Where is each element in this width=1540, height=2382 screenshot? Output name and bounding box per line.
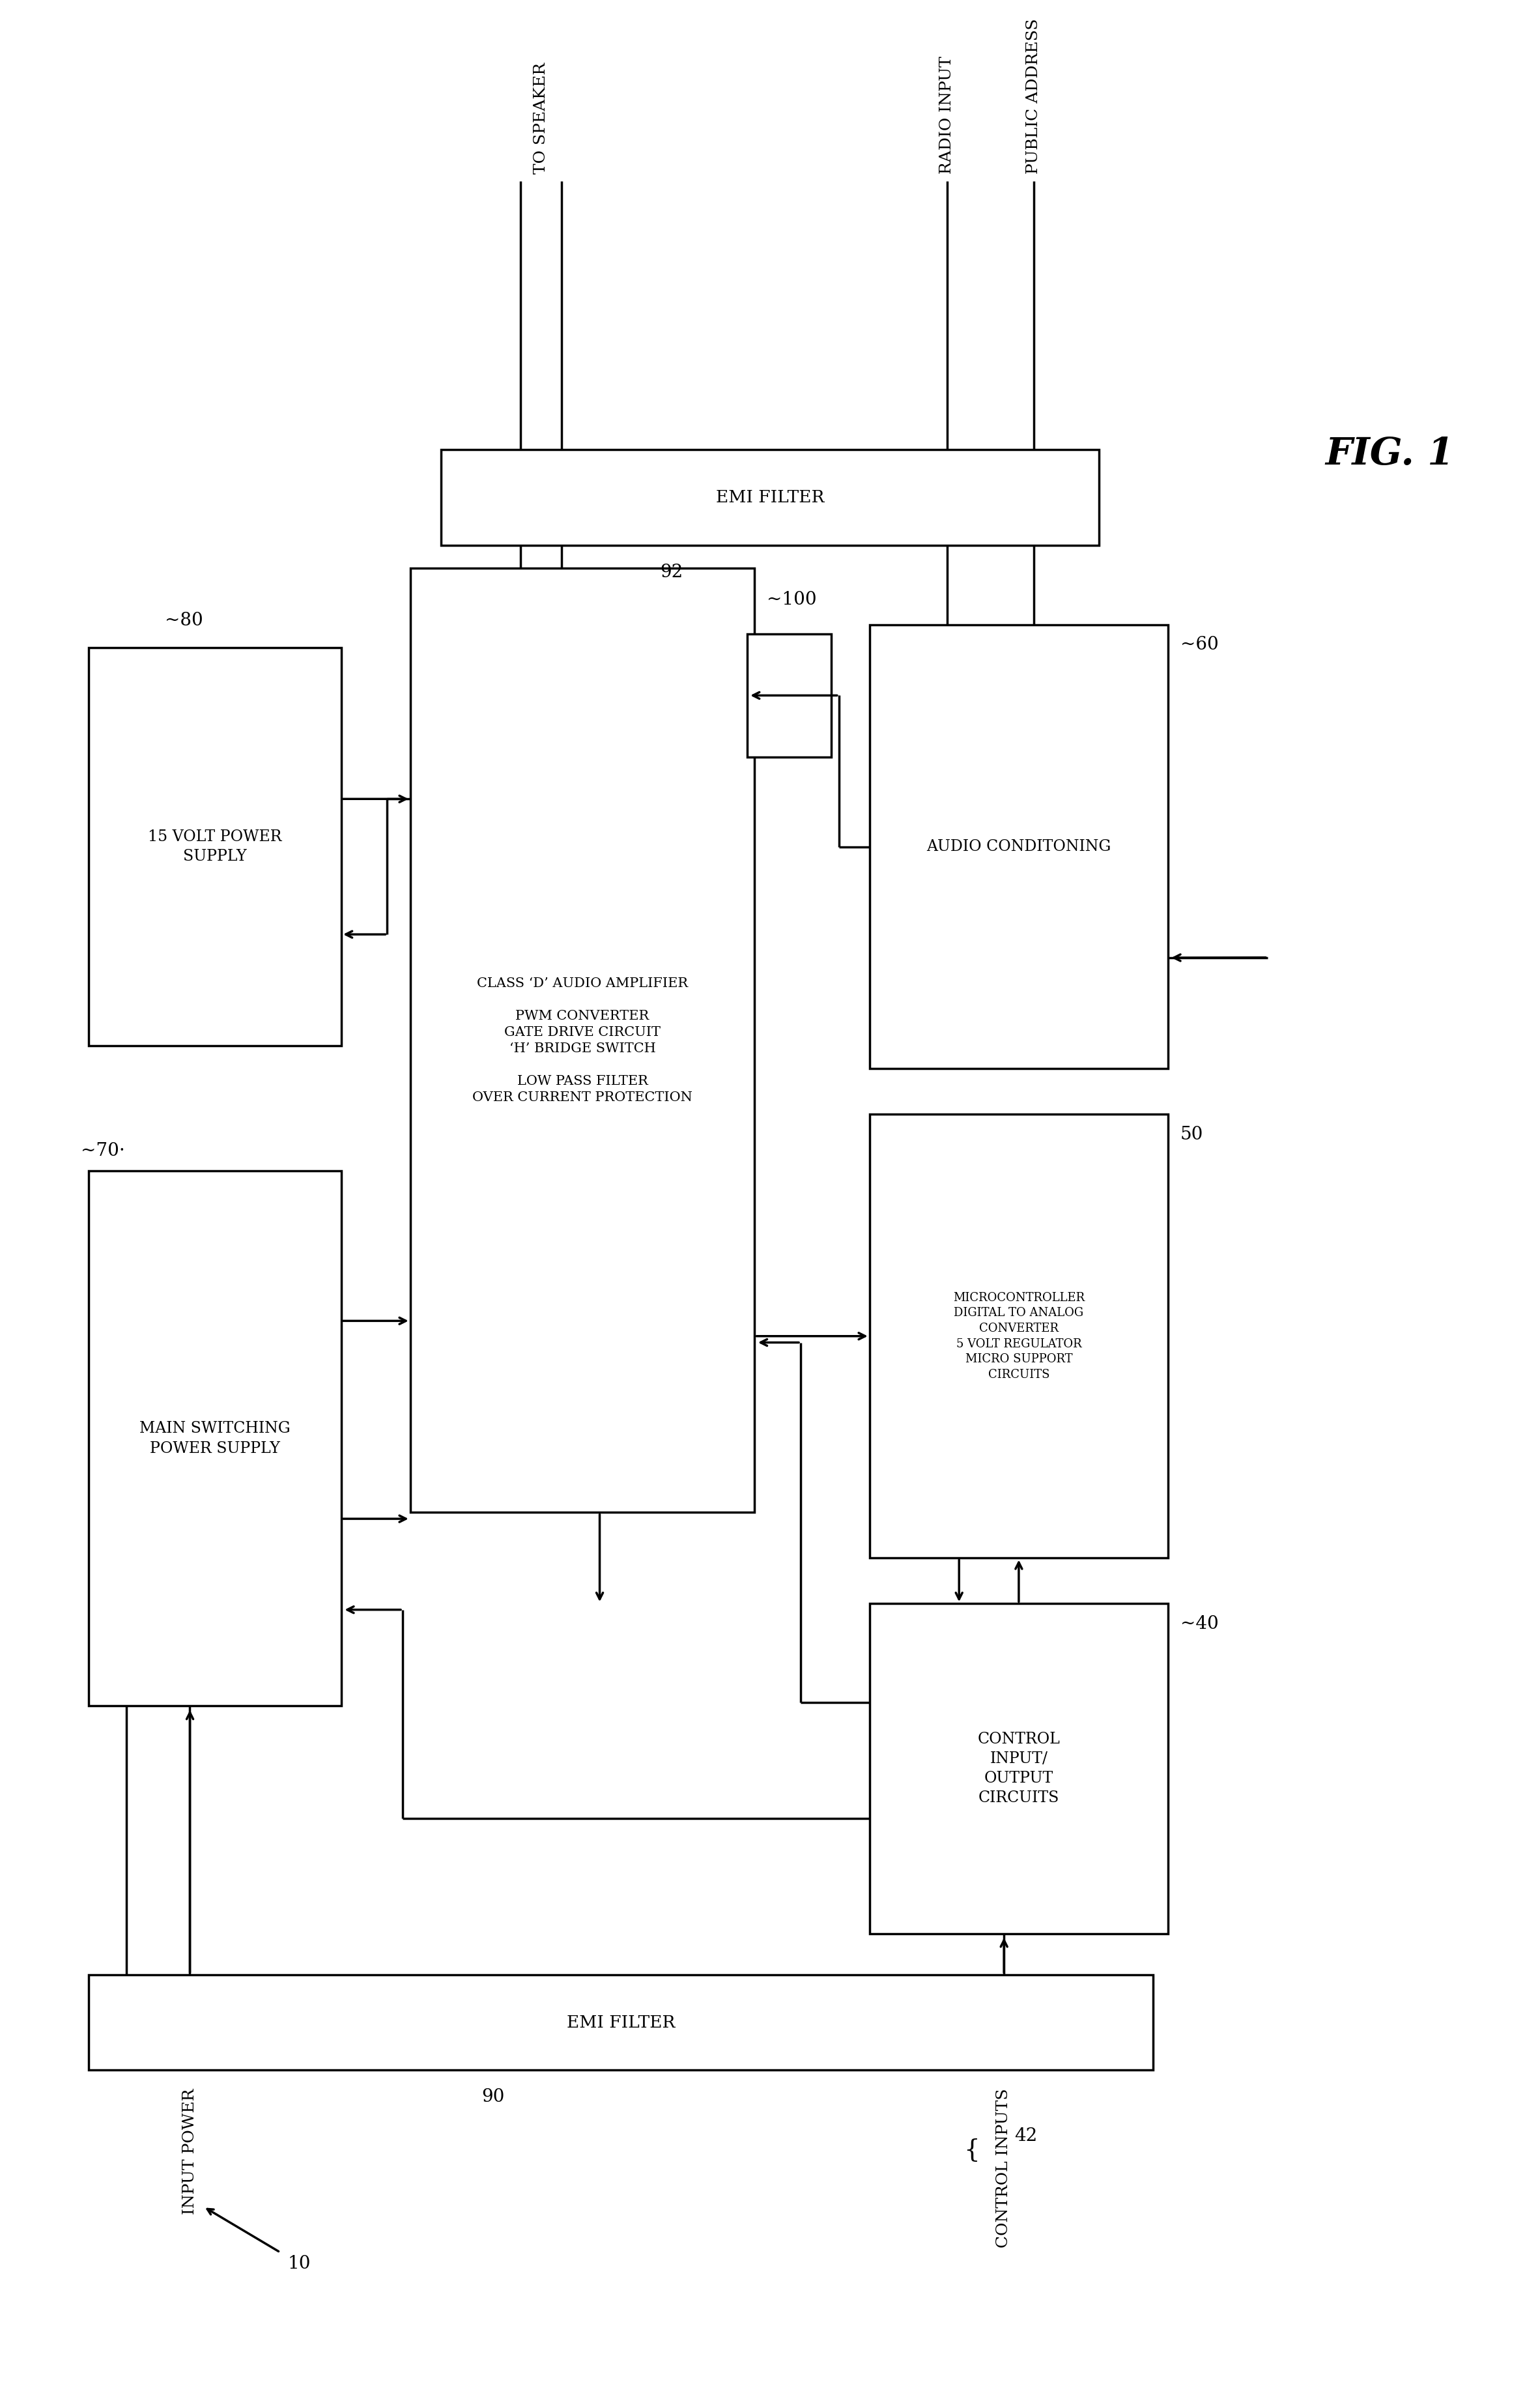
Bar — [89, 1172, 342, 1706]
Bar — [747, 634, 832, 757]
Text: 42: 42 — [1015, 2127, 1038, 2144]
Text: FIG. 1: FIG. 1 — [1326, 436, 1454, 472]
Text: MAIN SWITCHING
POWER SUPPLY: MAIN SWITCHING POWER SUPPLY — [140, 1422, 291, 1455]
Text: MICROCONTROLLER
DIGITAL TO ANALOG
CONVERTER
5 VOLT REGULATOR
MICRO SUPPORT
CIRCU: MICROCONTROLLER DIGITAL TO ANALOG CONVER… — [953, 1291, 1084, 1382]
Text: 15 VOLT POWER
SUPPLY: 15 VOLT POWER SUPPLY — [148, 829, 282, 865]
Bar — [870, 624, 1167, 1070]
Text: INPUT POWER: INPUT POWER — [182, 2089, 197, 2215]
Bar — [89, 1975, 1153, 2070]
Bar — [440, 450, 1100, 545]
Text: ~40: ~40 — [1180, 1615, 1218, 1632]
Text: {: { — [964, 2139, 979, 2163]
Text: ~70·: ~70· — [82, 1141, 125, 1160]
Text: PUBLIC ADDRESS: PUBLIC ADDRESS — [1026, 19, 1041, 174]
Text: TO SPEAKER: TO SPEAKER — [534, 62, 548, 174]
Text: CLASS ‘D’ AUDIO AMPLIFIER

PWM CONVERTER
GATE DRIVE CIRCUIT
‘H’ BRIDGE SWITCH

L: CLASS ‘D’ AUDIO AMPLIFIER PWM CONVERTER … — [473, 977, 693, 1103]
Text: ~100: ~100 — [767, 591, 816, 607]
Text: EMI FILTER: EMI FILTER — [567, 2015, 675, 2029]
Text: 50: 50 — [1180, 1127, 1203, 1143]
Text: EMI FILTER: EMI FILTER — [716, 488, 824, 505]
Bar — [89, 648, 342, 1046]
Text: AUDIO CONDITONING: AUDIO CONDITONING — [927, 838, 1110, 855]
Bar — [870, 1115, 1167, 1558]
Bar — [410, 567, 755, 1513]
Text: RADIO INPUT: RADIO INPUT — [939, 57, 955, 174]
Text: ~80: ~80 — [165, 612, 203, 629]
Text: 90: 90 — [482, 2089, 505, 2106]
Text: CONTROL
INPUT/
OUTPUT
CIRCUITS: CONTROL INPUT/ OUTPUT CIRCUITS — [978, 1732, 1060, 1806]
Text: 92: 92 — [659, 565, 682, 581]
Text: 10: 10 — [288, 2256, 311, 2272]
Text: ~60: ~60 — [1180, 636, 1218, 653]
Text: CONTROL INPUTS: CONTROL INPUTS — [996, 2089, 1012, 2249]
Bar — [870, 1603, 1167, 1934]
